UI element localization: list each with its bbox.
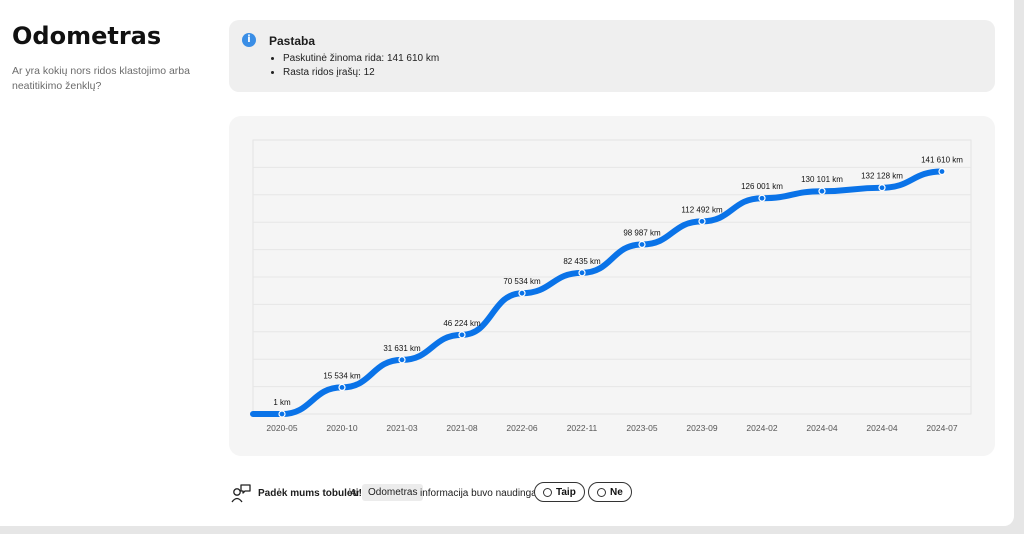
frown-icon bbox=[597, 487, 606, 497]
x-tick-label: 2022-11 bbox=[567, 423, 598, 433]
data-label: 112 492 km bbox=[681, 205, 723, 214]
x-tick-label: 2020-10 bbox=[326, 423, 357, 433]
x-tick-label: 2021-08 bbox=[446, 423, 477, 433]
x-tick-label: 2024-07 bbox=[926, 423, 957, 433]
data-label: 98 987 km bbox=[623, 228, 661, 237]
data-point bbox=[458, 331, 466, 339]
info-icon: i bbox=[242, 33, 256, 47]
x-tick-label: 2020-05 bbox=[266, 423, 297, 433]
feedback-title: Padėk mums tobulėti! bbox=[258, 488, 362, 499]
note-title: Pastaba bbox=[269, 34, 316, 48]
feedback-chat-icon bbox=[231, 484, 251, 503]
data-point bbox=[818, 187, 826, 195]
x-tick-label: 2023-09 bbox=[686, 423, 717, 433]
data-point bbox=[878, 184, 886, 192]
x-tick-label: 2022-06 bbox=[506, 423, 537, 433]
data-point bbox=[938, 167, 946, 176]
page-title: Odometras bbox=[12, 22, 162, 50]
feedback-no-label: Ne bbox=[610, 486, 623, 498]
data-point bbox=[638, 240, 646, 249]
note-box: i Pastaba Paskutinė žinoma rida: 141 610… bbox=[229, 20, 995, 92]
data-label: 130 101 km bbox=[801, 175, 843, 184]
x-tick-label: 2024-04 bbox=[866, 423, 897, 433]
feedback-yes-button[interactable]: Taip bbox=[534, 482, 585, 502]
note-list: Paskutinė žinoma rida: 141 610 km Rasta … bbox=[269, 52, 439, 80]
data-label: 31 631 km bbox=[383, 344, 421, 353]
feedback-question: informacija buvo naudinga? bbox=[420, 488, 543, 499]
data-label: 126 001 km bbox=[741, 182, 783, 191]
note-item: Paskutinė žinoma rida: 141 610 km bbox=[283, 52, 439, 66]
data-point bbox=[338, 383, 346, 391]
feedback-no-button[interactable]: Ne bbox=[588, 482, 632, 502]
data-label: 70 534 km bbox=[503, 277, 541, 286]
feedback-ar: Ar bbox=[350, 488, 360, 499]
feedback-topic-chip: Odometras bbox=[362, 484, 424, 501]
data-point bbox=[278, 410, 286, 418]
odometer-line-chart: 1 km 2020-05 15 534 km 2020-10 31 631 km 2021… bbox=[250, 139, 972, 433]
data-point bbox=[698, 217, 706, 225]
data-label: 132 128 km bbox=[861, 172, 903, 181]
data-label: 1 km bbox=[273, 398, 291, 407]
odometer-chart: 1 km 2020-05 15 534 km 2020-10 31 631 km 2021… bbox=[229, 116, 995, 456]
sidebar: Odometras Ar yra kokių nors ridos klasto… bbox=[12, 22, 212, 94]
data-point bbox=[758, 194, 766, 202]
x-tick-label: 2024-02 bbox=[746, 423, 777, 433]
feedback-bar: Padėk mums tobulėti! Ar Odometras inform… bbox=[230, 482, 830, 506]
data-point bbox=[518, 289, 526, 297]
smile-icon bbox=[543, 487, 552, 497]
section-question: Ar yra kokių nors ridos klastojimo arba … bbox=[12, 65, 190, 92]
page: Odometras Ar yra kokių nors ridos klasto… bbox=[0, 0, 1014, 526]
data-label: 82 435 km bbox=[563, 257, 601, 266]
data-point bbox=[398, 356, 406, 364]
data-label: 15 534 km bbox=[323, 371, 361, 380]
note-item: Rasta ridos įrašų: 12 bbox=[283, 66, 439, 80]
data-label: 141 610 km bbox=[921, 155, 963, 164]
x-tick-label: 2023-05 bbox=[626, 423, 657, 433]
feedback-yes-label: Taip bbox=[556, 486, 576, 498]
data-point bbox=[578, 269, 586, 277]
x-tick-label: 2021-03 bbox=[386, 423, 417, 433]
data-label: 46 224 km bbox=[443, 319, 481, 328]
x-tick-label: 2024-04 bbox=[806, 423, 837, 433]
